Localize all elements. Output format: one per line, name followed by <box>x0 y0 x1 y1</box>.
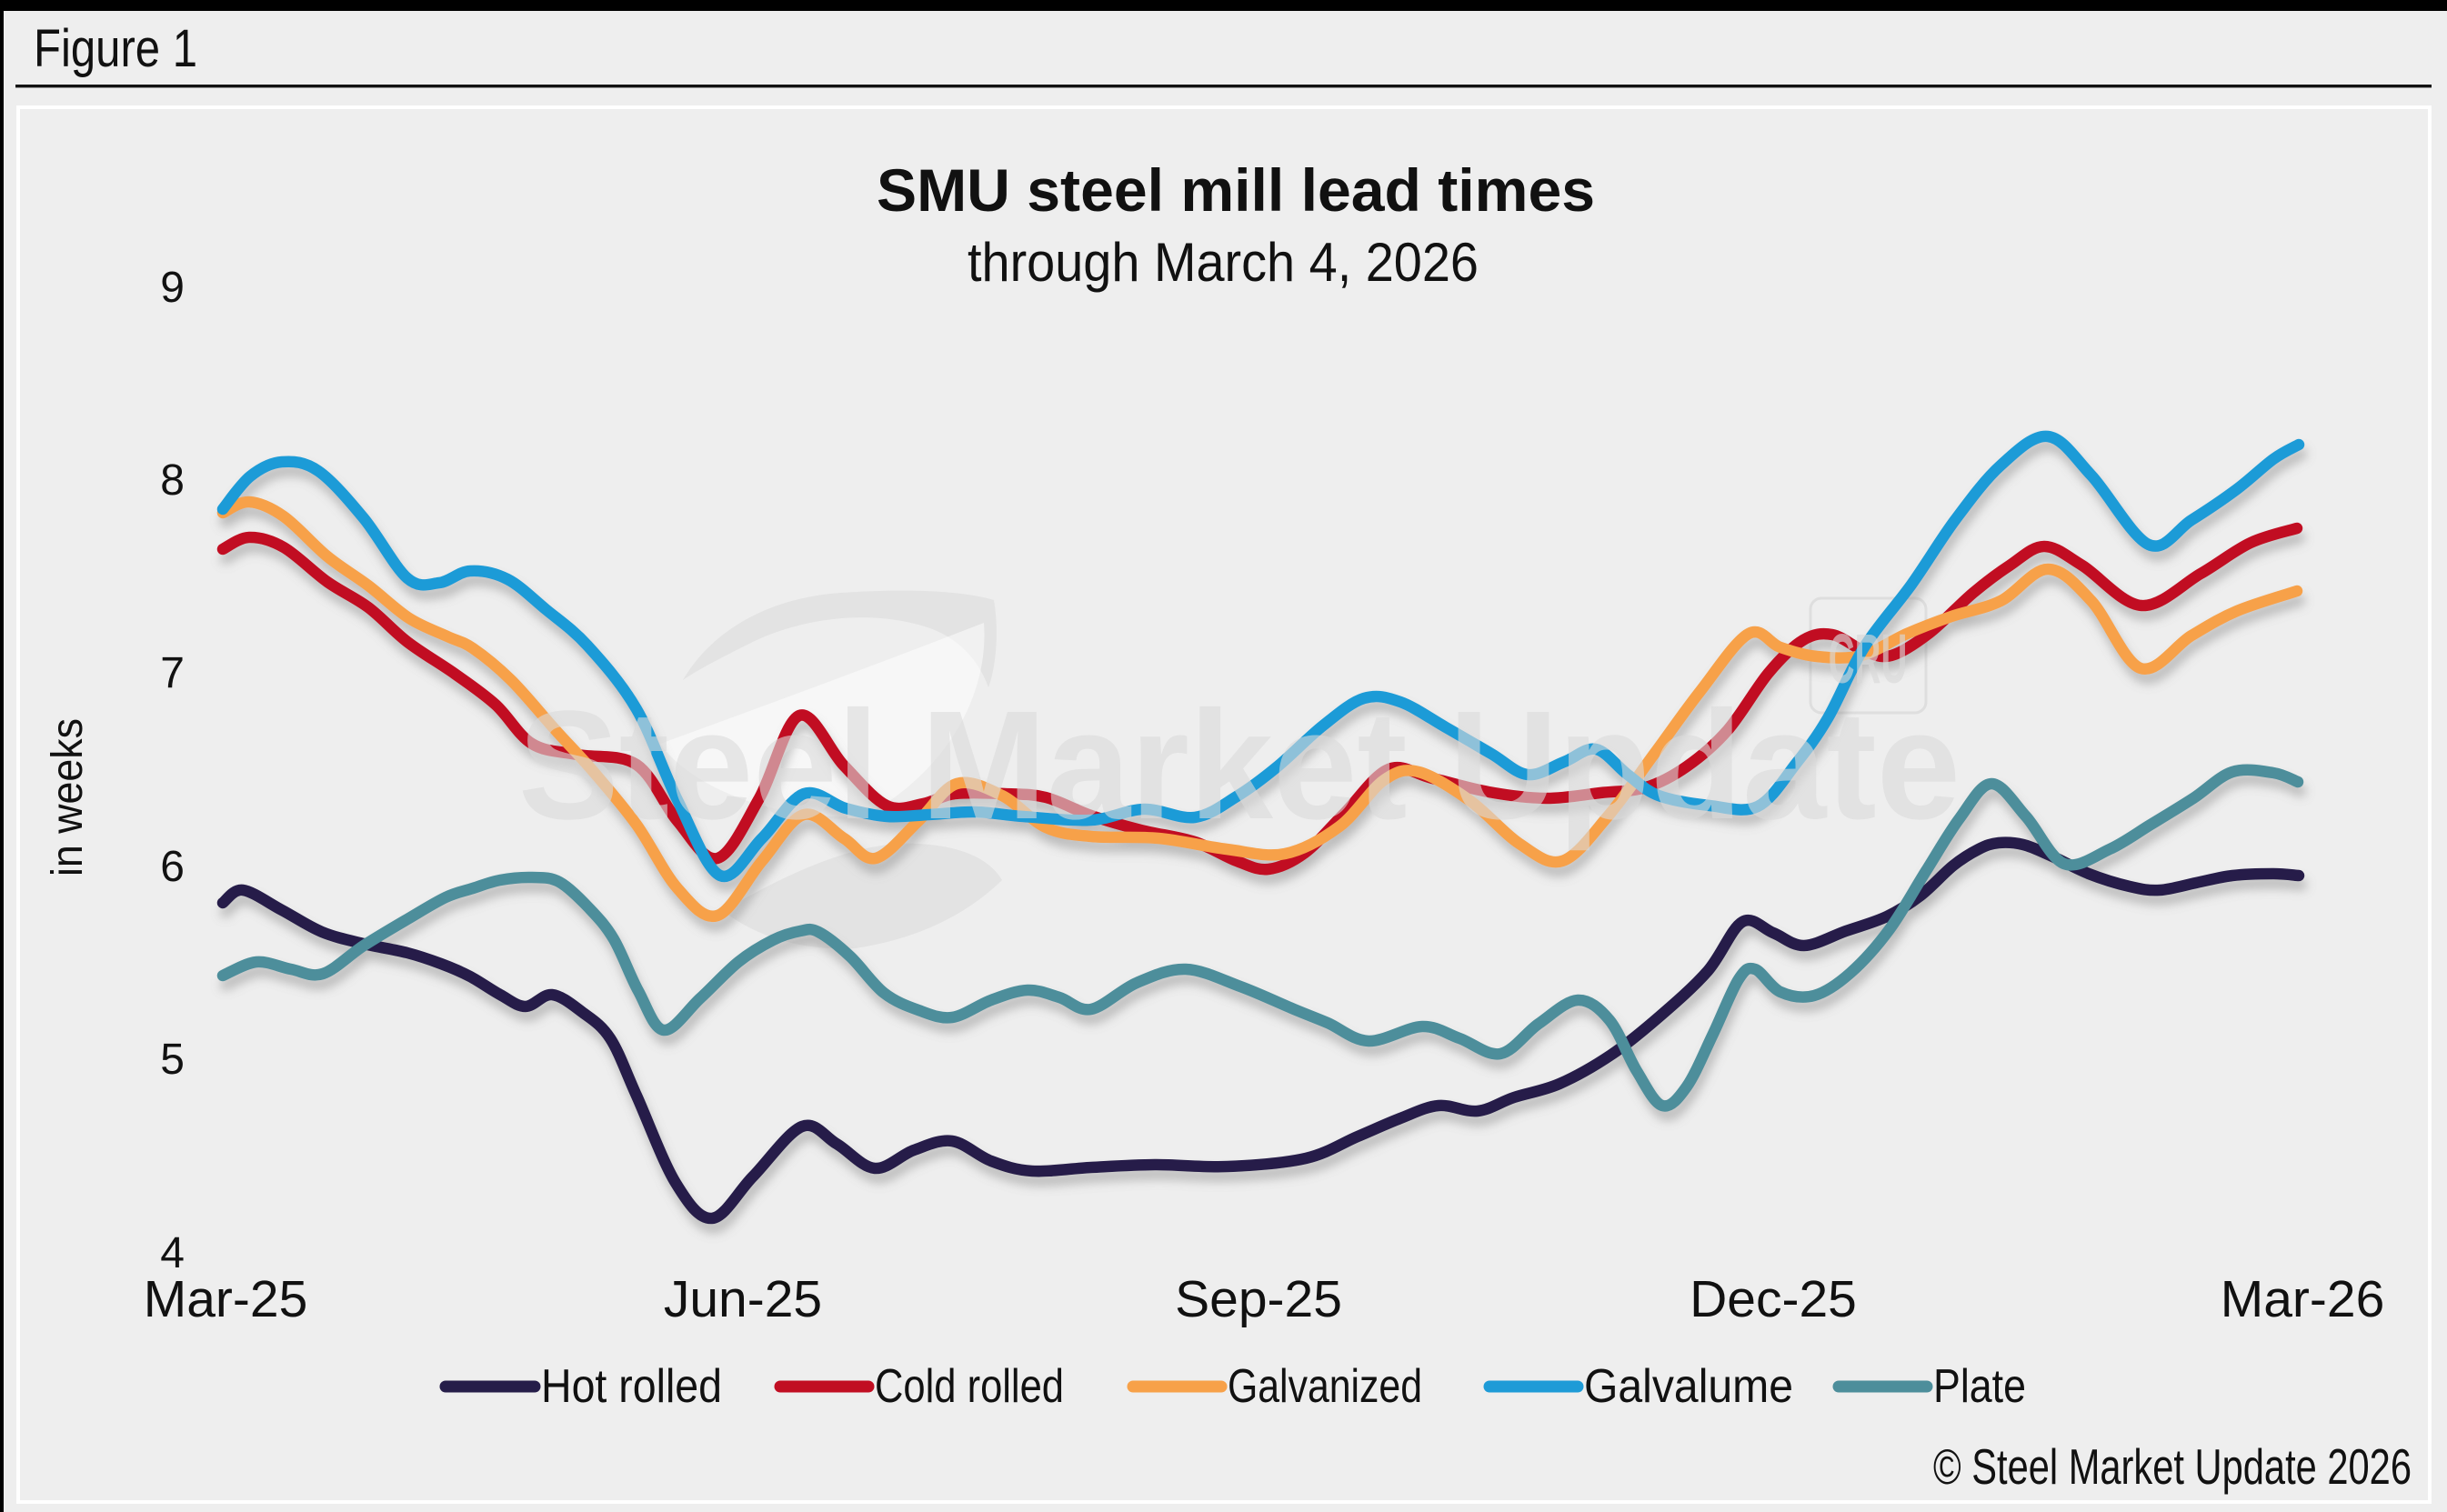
svg-text:Figure 1: Figure 1 <box>34 19 197 78</box>
svg-text:Steel Market Update: Steel Market Update <box>518 679 1961 852</box>
svg-text:4: 4 <box>160 1229 185 1277</box>
svg-text:9: 9 <box>160 264 185 312</box>
svg-text:in weeks: in weeks <box>44 718 92 876</box>
svg-text:© Steel Market Update 2026: © Steel Market Update 2026 <box>1933 1438 2412 1495</box>
svg-text:Jun-25: Jun-25 <box>664 1270 822 1328</box>
svg-text:8: 8 <box>160 456 185 505</box>
svg-text:through March 4, 2026: through March 4, 2026 <box>968 232 1479 293</box>
svg-text:CRU: CRU <box>1829 620 1908 699</box>
svg-text:6: 6 <box>160 843 185 891</box>
svg-text:Hot rolled: Hot rolled <box>541 1360 722 1413</box>
svg-text:Galvalume: Galvalume <box>1584 1360 1793 1413</box>
svg-text:5: 5 <box>160 1036 185 1084</box>
svg-text:Sep-25: Sep-25 <box>1175 1270 1342 1328</box>
svg-text:SMU steel mill lead times: SMU steel mill lead times <box>877 156 1595 224</box>
svg-text:Plate: Plate <box>1933 1360 2026 1413</box>
svg-text:7: 7 <box>160 649 185 697</box>
svg-text:Galvanized: Galvanized <box>1228 1360 1422 1413</box>
svg-text:Dec-25: Dec-25 <box>1690 1270 1857 1328</box>
svg-text:Cold rolled: Cold rolled <box>875 1360 1064 1413</box>
svg-text:Mar-25: Mar-25 <box>144 1270 308 1328</box>
svg-text:Mar-26: Mar-26 <box>2221 1270 2385 1328</box>
